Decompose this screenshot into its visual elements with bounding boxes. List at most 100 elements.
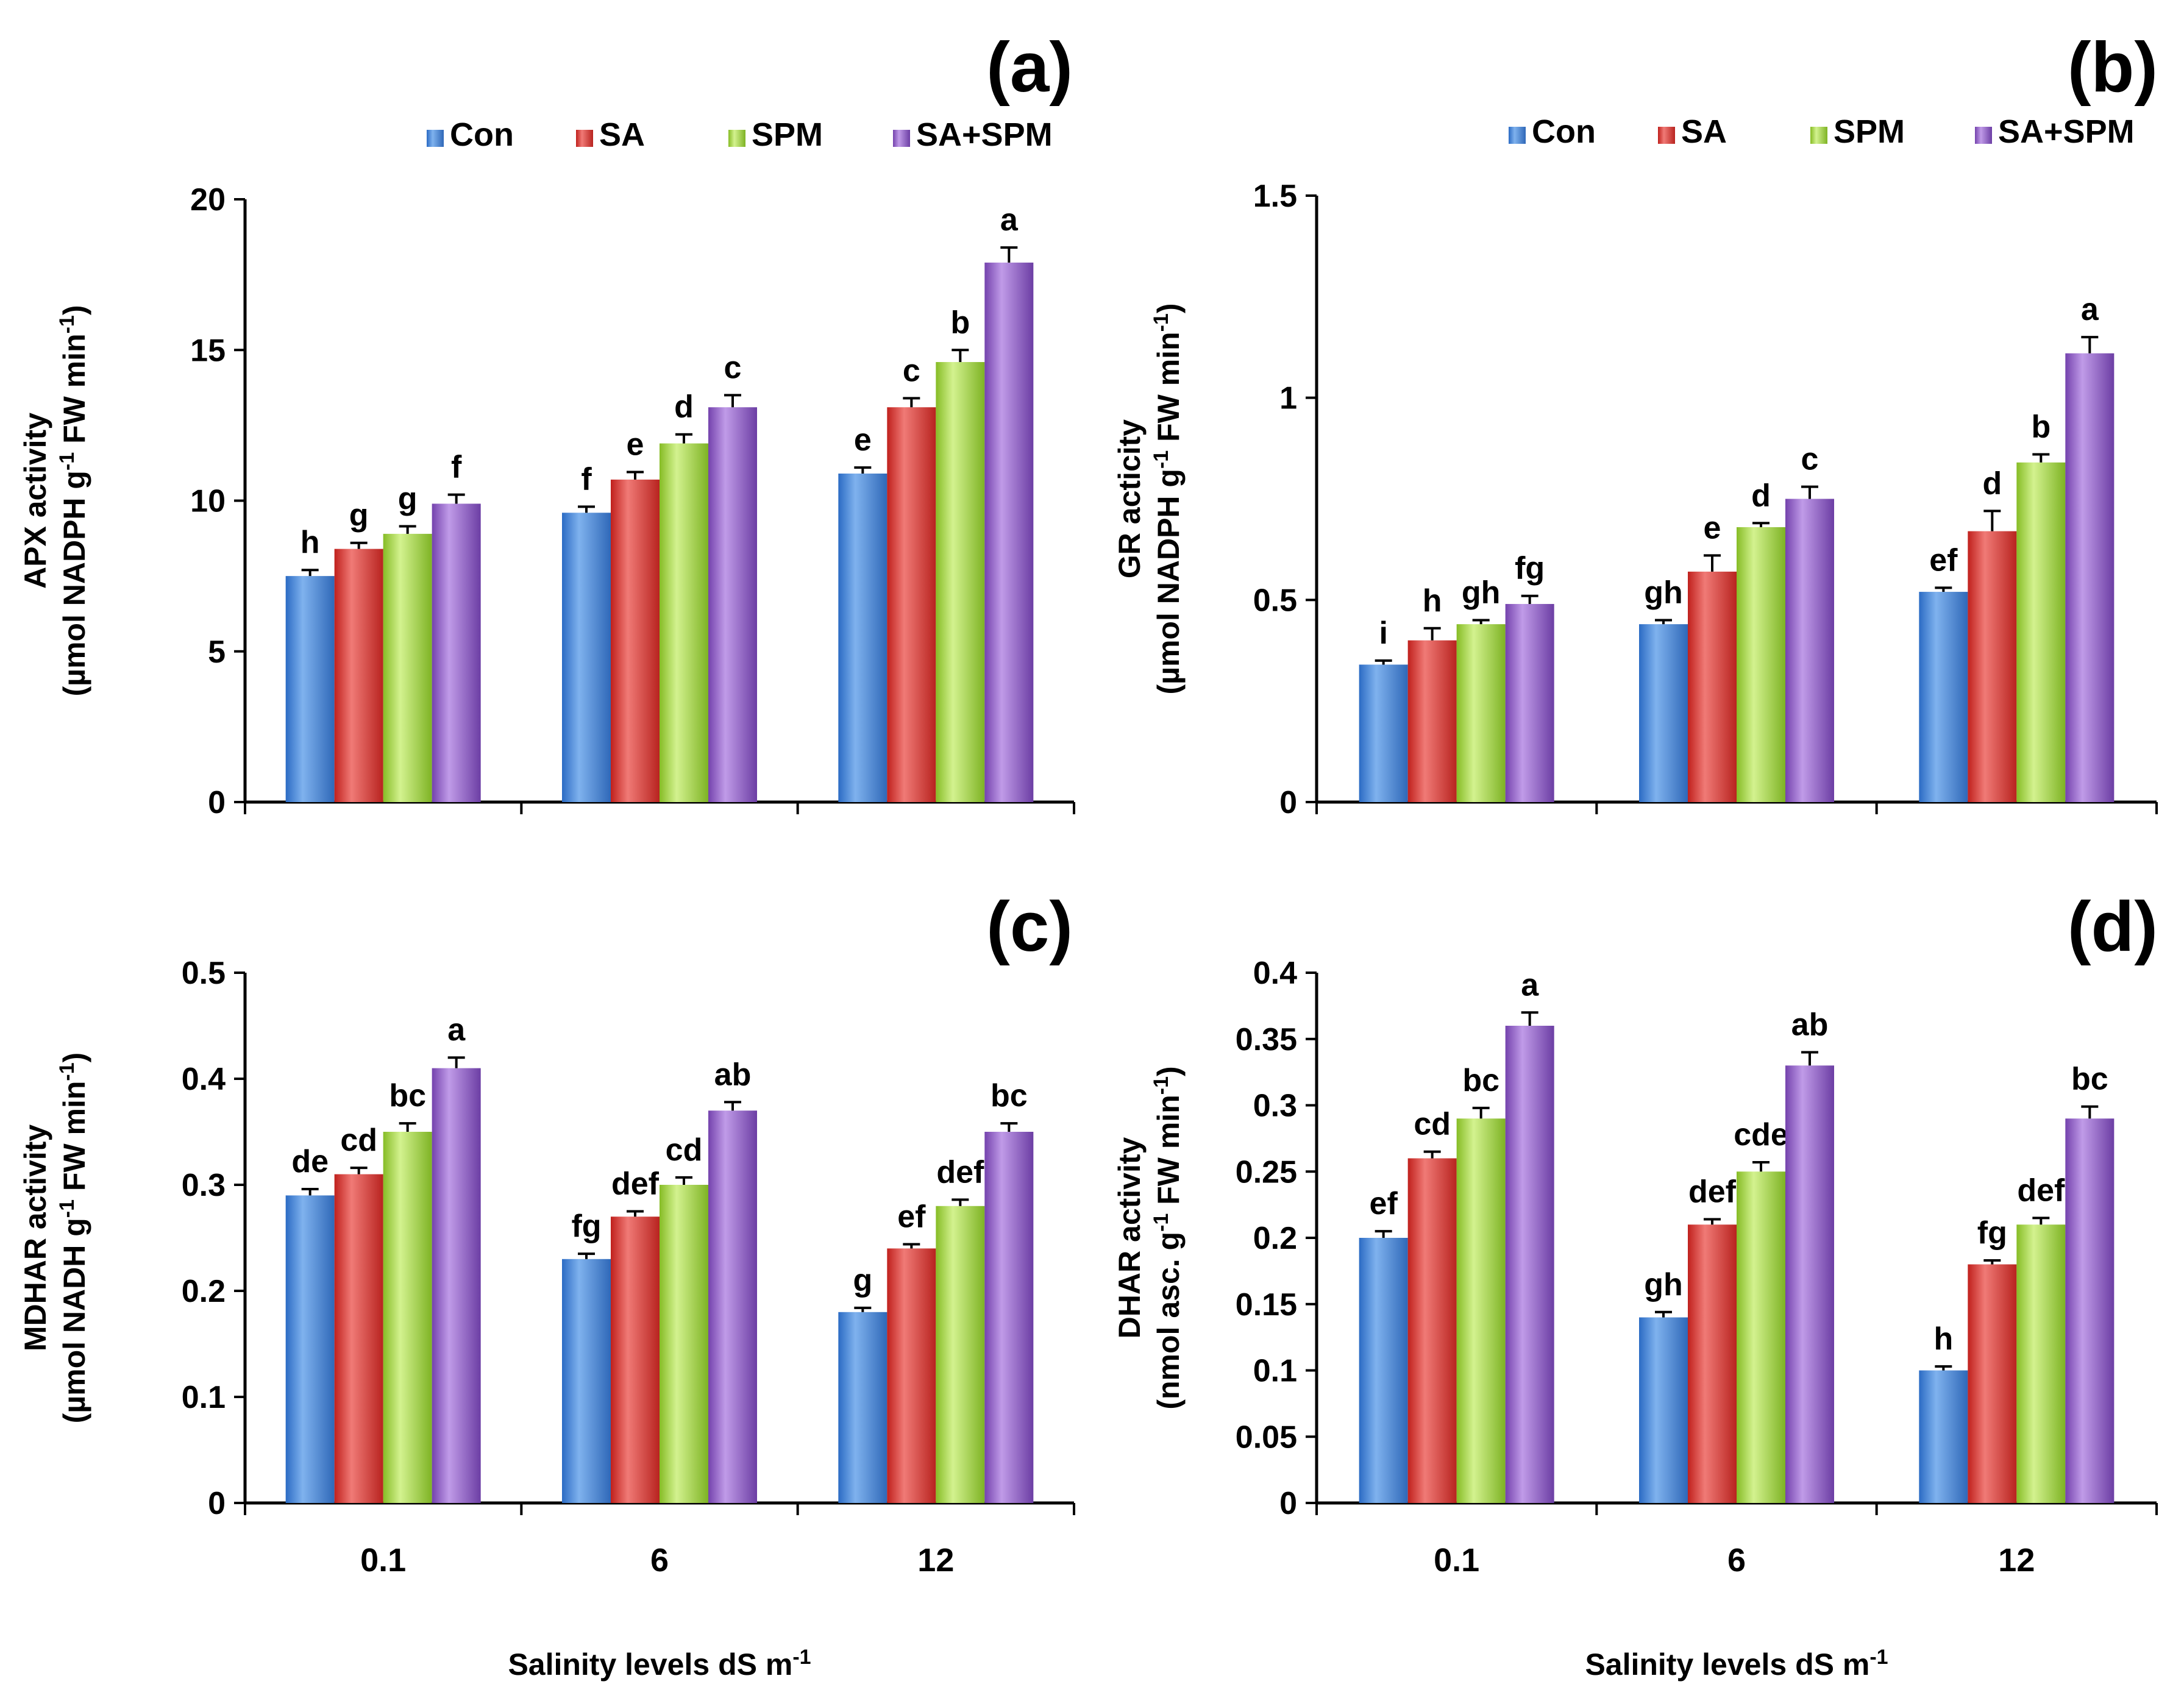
y-axis-title-b: GR acticity (µmol NADPH g-1 FW min-1) xyxy=(1112,303,1186,694)
bar-sa-a xyxy=(334,549,383,802)
bar-sa-c xyxy=(887,1248,936,1503)
significance-letter-d: bc xyxy=(1462,1063,1499,1098)
legend-label-con-a: Con xyxy=(450,116,514,153)
significance-letter-a: f xyxy=(451,450,462,485)
significance-letter-c: de xyxy=(291,1144,329,1179)
x-axis-title-c: Salinity levels dS m-1 xyxy=(508,1646,811,1682)
y-axis-title-a: APX activity (µmol NADPH g-1 FW min-1) xyxy=(18,305,91,696)
y-title-line2-d: (nmol asc. g-1 FW min-1) xyxy=(1150,1066,1186,1409)
bar-con-a xyxy=(562,513,611,802)
x-title-sup-d: -1 xyxy=(1869,1646,1888,1669)
significance-letter-d: def xyxy=(1688,1174,1737,1210)
chart-panel-c: (c) MDHAR activity (µmol NADH g-1 FW min-… xyxy=(18,887,1075,1682)
panel-label-b: (b) xyxy=(2068,27,2158,107)
y-title-part-b: (µmol NADPH g xyxy=(1151,469,1186,694)
bar-sa-d xyxy=(1407,1158,1457,1503)
bar-con-b xyxy=(1639,624,1688,802)
bar-sps-c xyxy=(984,1132,1034,1503)
significance-letter-a: b xyxy=(950,305,970,340)
bar-sps-b xyxy=(1785,499,1834,802)
bar-con-d xyxy=(1639,1317,1688,1503)
x-title-main-c: Salinity levels dS m xyxy=(508,1647,792,1682)
significance-letter-d: fg xyxy=(1977,1215,2007,1251)
y-tick-label-d: 0.3 xyxy=(1253,1089,1297,1124)
y-tick-label-a: 0 xyxy=(208,785,226,820)
significance-letter-d: cd xyxy=(1414,1107,1451,1142)
bar-con-b xyxy=(1919,592,1968,802)
significance-letter-c: def xyxy=(936,1154,984,1190)
x-title-main-d: Salinity levels dS m xyxy=(1585,1647,1869,1682)
bar-sps-a xyxy=(984,262,1034,803)
bar-sa-a xyxy=(611,479,660,802)
bar-sa-b xyxy=(1407,640,1457,802)
legend-label-sa-b: SA xyxy=(1681,113,1727,150)
y-tick-label-d: 0.2 xyxy=(1253,1221,1297,1256)
bar-spm-b xyxy=(2016,462,2066,802)
legend-swatch-sa-b xyxy=(1658,127,1675,144)
y-tick-label-d: 0.35 xyxy=(1236,1022,1297,1057)
significance-letter-d: def xyxy=(2017,1173,2065,1208)
legend-a: Con SA SPM SA+SPM xyxy=(427,116,1053,153)
significance-letter-d: gh xyxy=(1644,1267,1683,1302)
significance-letter-c: ab xyxy=(714,1057,752,1092)
y-title-part-d: -1 xyxy=(1150,1076,1173,1095)
y-tick-label-b: 0.5 xyxy=(1253,583,1297,618)
panel-label-c: (c) xyxy=(986,887,1073,966)
panel-label-a: (a) xyxy=(986,27,1073,107)
y-title-line2-b: (µmol NADPH g-1 FW min-1) xyxy=(1150,303,1186,694)
bar-con-d xyxy=(1919,1370,1968,1503)
y-tick-label-c: 0.4 xyxy=(182,1062,226,1097)
bar-spm-d xyxy=(2016,1224,2066,1503)
legend-label-sps-b: SA+SPM xyxy=(1998,113,2135,150)
significance-letter-a: a xyxy=(1000,202,1019,238)
legend-swatch-sps-a xyxy=(893,130,910,147)
legend-swatch-sps-b xyxy=(1975,127,1992,144)
y-title-line1-c: MDHAR activity xyxy=(18,1124,52,1351)
significance-letter-d: h xyxy=(1933,1321,1953,1357)
y-tick-label-a: 10 xyxy=(190,484,226,519)
chart-panel-b: (b) Con SA SPM SA+SPM GR acticity (µmol NADP… xyxy=(1112,27,2158,820)
significance-letter-d: ab xyxy=(1791,1007,1829,1043)
y-title-part-c: ) xyxy=(57,1053,91,1063)
y-tick-label-d: 0.1 xyxy=(1253,1354,1297,1389)
bar-sa-a xyxy=(887,407,936,802)
x-axis-title-d: Salinity levels dS m-1 xyxy=(1585,1646,1888,1682)
bar-sa-c xyxy=(611,1217,660,1503)
legend-label-con-b: Con xyxy=(1532,113,1596,150)
y-title-line2-a: (µmol NADPH g-1 FW min-1) xyxy=(55,305,91,696)
x-title-d: Salinity levels dS m-1 xyxy=(1585,1646,1888,1682)
y-title-part-a: ) xyxy=(57,305,91,315)
y-tick-label-b: 1.5 xyxy=(1253,179,1297,214)
bar-sps-b xyxy=(2065,353,2115,802)
bar-sa-b xyxy=(1688,571,1737,802)
significance-letter-c: bc xyxy=(991,1078,1028,1114)
y-title-group-b: GR acticity (µmol NADPH g-1 FW min-1) xyxy=(1112,303,1186,694)
significance-letter-a: c xyxy=(724,350,742,385)
x-category-label-d: 6 xyxy=(1727,1542,1746,1579)
bar-spm-d xyxy=(1456,1118,1506,1503)
legend-label-sps-a: SA+SPM xyxy=(916,116,1053,153)
y-tick-label-a: 20 xyxy=(190,182,226,218)
y-tick-label-d: 0.05 xyxy=(1236,1419,1297,1455)
y-title-group-a: APX activity (µmol NADPH g-1 FW min-1) xyxy=(18,305,91,696)
y-tick-label-c: 0.1 xyxy=(182,1380,226,1415)
y-tick-label-c: 0.5 xyxy=(182,956,226,991)
y-title-line1-a: APX activity xyxy=(18,413,52,589)
bar-spm-c xyxy=(936,1206,985,1503)
significance-letter-b: a xyxy=(2081,292,2099,327)
significance-letter-a: c xyxy=(903,353,920,388)
chart-panel-d: (d) DHAR activity (nmol asc. g-1 FW min-1… xyxy=(1112,887,2158,1682)
y-title-part-c: -1 xyxy=(55,1062,79,1081)
bar-con-d xyxy=(1359,1238,1408,1503)
bar-con-c xyxy=(562,1259,611,1503)
significance-letter-b: gh xyxy=(1644,575,1683,611)
bar-spm-b xyxy=(1456,624,1506,802)
bar-con-a xyxy=(838,473,887,802)
bar-sps-c xyxy=(708,1110,757,1503)
y-title-part-a: -1 xyxy=(55,452,79,471)
bar-con-c xyxy=(285,1195,335,1503)
y-title-line1-d: DHAR activity xyxy=(1112,1137,1147,1338)
significance-letter-d: bc xyxy=(2071,1062,2108,1097)
